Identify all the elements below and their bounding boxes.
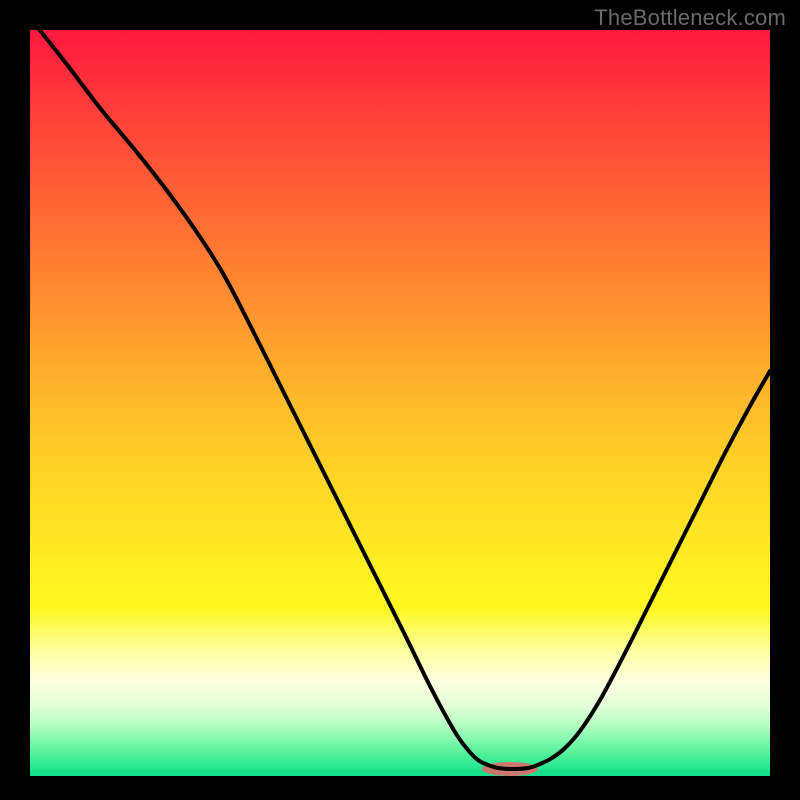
chart-bottom-band bbox=[30, 770, 770, 776]
chart-svg bbox=[0, 0, 800, 800]
bottleneck-chart bbox=[0, 0, 800, 800]
chart-plot-area bbox=[30, 30, 770, 770]
watermark-label: TheBottleneck.com bbox=[594, 5, 786, 31]
